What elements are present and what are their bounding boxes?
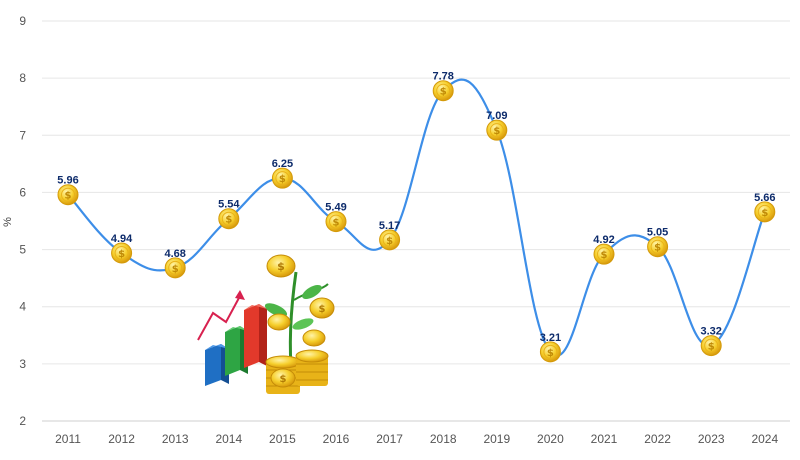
x-tick-label: 2014: [215, 432, 242, 446]
data-label: 5.17: [379, 220, 400, 232]
y-tick-labels: 2 3 4 5 6 7 8 9: [19, 14, 26, 428]
y-tick-label: 5: [19, 243, 26, 257]
data-label: 6.25: [272, 158, 293, 170]
y-tick-label: 9: [19, 14, 26, 28]
gold-dollar-coin-icon: $: [647, 236, 669, 258]
y-tick-label: 3: [19, 357, 26, 371]
svg-text:$: $: [319, 304, 326, 315]
data-label: 5.66: [754, 192, 775, 204]
svg-text:$: $: [333, 218, 340, 229]
x-tick-label: 2013: [162, 432, 189, 446]
svg-text:$: $: [279, 174, 286, 185]
svg-text:$: $: [225, 215, 232, 226]
gold-dollar-coin-icon: $: [325, 211, 347, 233]
svg-text:$: $: [172, 264, 179, 275]
x-tick-label: 2012: [108, 432, 135, 446]
x-tick-label: 2020: [537, 432, 564, 446]
svg-text:$: $: [280, 374, 287, 385]
y-tick-label: 6: [19, 185, 26, 199]
svg-text:$: $: [277, 260, 285, 273]
svg-text:$: $: [386, 236, 393, 247]
series-line: [67, 78, 766, 357]
gold-dollar-coin-icon: $: [218, 208, 240, 230]
svg-text:$: $: [708, 342, 715, 353]
x-tick-labels: 2011 2012 2013 2014 2015 2016 2017 2018 2019 2020…: [55, 432, 778, 446]
y-tick-label: 8: [19, 71, 26, 85]
y-tick-label: 7: [19, 128, 26, 142]
data-label: 5.96: [57, 175, 78, 187]
data-label: 4.92: [593, 234, 614, 246]
x-tick-label: 2015: [269, 432, 296, 446]
gold-dollar-coin-icon: $: [111, 242, 133, 264]
gold-dollar-coin-icon: $: [379, 229, 401, 251]
data-label: 5.05: [647, 227, 668, 239]
x-tick-label: 2017: [376, 432, 403, 446]
svg-text:$: $: [440, 87, 447, 98]
y-tick-label: 4: [19, 300, 26, 314]
gold-dollar-coin-icon: $: [57, 184, 79, 206]
x-tick-label: 2022: [644, 432, 671, 446]
data-label: 7.78: [432, 71, 453, 83]
gold-dollar-coin-icon: $: [271, 167, 293, 189]
data-label: 3.32: [700, 326, 721, 338]
growth-bar-chart-with-money-plant-and-coins-icon: $ $ $: [197, 254, 335, 394]
gold-dollar-coin-icon: $: [700, 335, 722, 357]
svg-text:$: $: [601, 250, 608, 261]
svg-text:$: $: [547, 348, 554, 359]
svg-text:$: $: [761, 208, 768, 219]
x-tick-label: 2024: [751, 432, 778, 446]
data-label: 3.21: [540, 332, 561, 344]
data-label: 7.09: [486, 110, 507, 122]
gold-dollar-coin-icon: $: [486, 119, 508, 141]
data-label: 5.49: [325, 202, 346, 214]
svg-text:$: $: [654, 243, 661, 254]
x-tick-label: 2016: [323, 432, 350, 446]
x-tick-label: 2011: [55, 432, 81, 446]
data-markers: $ $ $ $ $ $ $ $ $ $ $ $ $ $: [57, 80, 776, 363]
x-tick-label: 2023: [698, 432, 725, 446]
x-tick-label: 2019: [483, 432, 510, 446]
gold-dollar-coin-icon: $: [164, 257, 186, 279]
data-label: 5.54: [218, 199, 240, 211]
svg-text:$: $: [118, 249, 125, 260]
y-axis-label: %: [2, 217, 14, 227]
y-tick-label: 2: [19, 414, 26, 428]
x-tick-label: 2018: [430, 432, 457, 446]
svg-text:$: $: [493, 126, 500, 137]
gold-dollar-coin-icon: $: [539, 341, 561, 363]
gold-dollar-coin-icon: $: [432, 80, 454, 102]
gold-dollar-coin-icon: $: [754, 201, 776, 223]
gold-dollar-coin-icon: $: [593, 243, 615, 265]
x-tick-label: 2021: [591, 432, 618, 446]
data-label: 4.94: [111, 233, 133, 245]
gridlines: [42, 20, 790, 365]
svg-text:$: $: [65, 191, 72, 202]
data-label: 4.68: [164, 248, 185, 260]
data-labels: 5.96 4.94 4.68 5.54 6.25 5.49 5.17 7.78 7.09 3.21…: [57, 71, 775, 344]
